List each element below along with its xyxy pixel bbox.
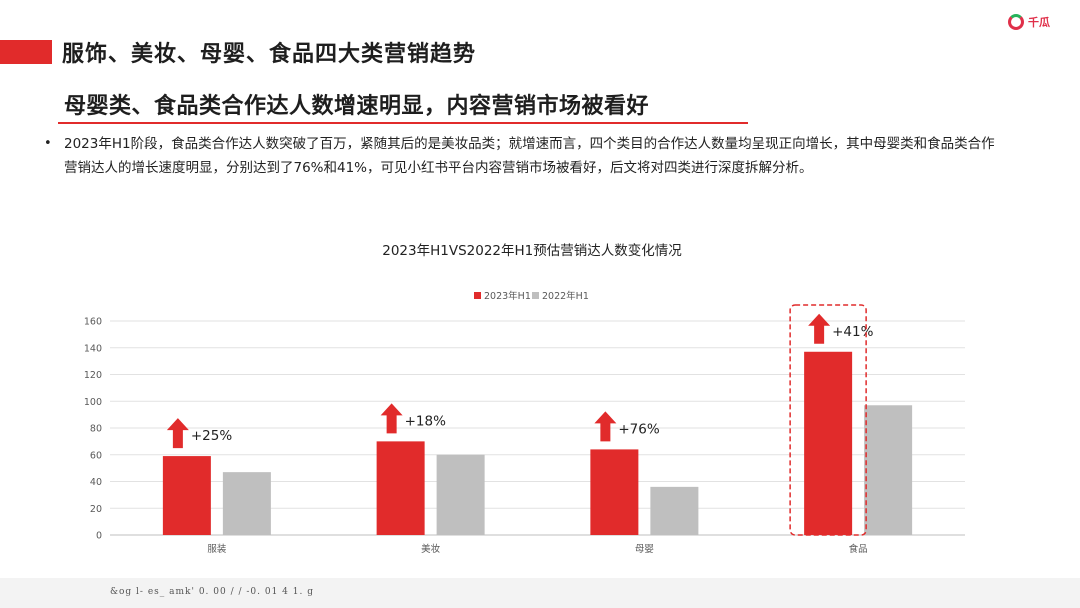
growth-label: +76% [618, 421, 659, 437]
y-tick-label: 20 [90, 504, 102, 515]
y-tick-label: 80 [90, 424, 102, 435]
bar-2022h1 [650, 486, 699, 535]
y-tick-label: 60 [90, 450, 102, 461]
page-title: 服饰、美妆、母婴、食品四大类营销趋势 [62, 42, 477, 67]
subtitle-underline [58, 122, 748, 124]
y-tick-label: 100 [84, 397, 102, 408]
bullet-icon: • [44, 136, 52, 151]
legend-label: 2022年H1 [542, 290, 589, 302]
bar-2022h1 [436, 454, 485, 535]
x-tick-label: 母婴 [635, 544, 654, 555]
bar-2023h1 [376, 441, 425, 535]
y-tick-label: 140 [84, 343, 102, 354]
footer-strip [0, 578, 1080, 608]
x-tick-label: 服装 [207, 543, 227, 555]
growth-arrow-icon [166, 418, 189, 449]
growth-label: +41% [832, 324, 873, 340]
growth-arrow-icon [380, 403, 403, 434]
y-tick-label: 0 [96, 531, 102, 542]
logo-text: 千瓜 [1028, 16, 1050, 29]
x-tick-label: 食品 [849, 543, 868, 555]
x-tick-label: 美妆 [421, 543, 441, 555]
y-tick-label: 120 [84, 370, 102, 381]
y-tick-label: 40 [90, 477, 102, 488]
legend-label: 2023年H1 [484, 290, 531, 302]
bar-2023h1 [162, 456, 211, 535]
growth-label: +18% [405, 413, 446, 429]
growth-arrow-icon [808, 313, 831, 344]
growth-arrow-icon [594, 411, 617, 442]
chart-title: 2023年H1VS2022年H1预估营销达人数变化情况 [382, 243, 682, 259]
legend-swatch [532, 292, 539, 299]
logo-icon [1008, 14, 1024, 30]
chart-labels: 服装 +25% 美妆 +18% 母婴 +76% 食品 +41% [166, 304, 874, 555]
bullet-paragraph: 2023年H1阶段，食品类合作达人数突破了百万，紧随其后的是美妆品类；就增速而言… [64, 136, 995, 176]
section-subtitle: 母婴类、食品类合作达人数增速明显，内容营销市场被看好 [64, 94, 650, 119]
growth-label: +25% [191, 428, 232, 444]
chart-legend: 2023年H1 2022年H1 [474, 290, 589, 302]
y-tick-label: 160 [84, 317, 102, 328]
bar-2023h1 [804, 351, 853, 535]
title-accent-bar [0, 40, 52, 64]
footer-text: &og l- es_ amk' 0. 00 / / -0. 01 4 1. g [110, 587, 314, 597]
legend-swatch [474, 292, 481, 299]
bar-2022h1 [864, 405, 913, 535]
brand-logo: 千瓜 [1008, 14, 1050, 30]
bar-2023h1 [590, 449, 639, 535]
highlight-box [789, 304, 867, 536]
bar-2022h1 [222, 472, 271, 535]
bar-chart: 2023年H1VS2022年H1预估营销达人数变化情况 2023年H1 2022年… [84, 243, 965, 555]
chart-bars [162, 351, 913, 535]
